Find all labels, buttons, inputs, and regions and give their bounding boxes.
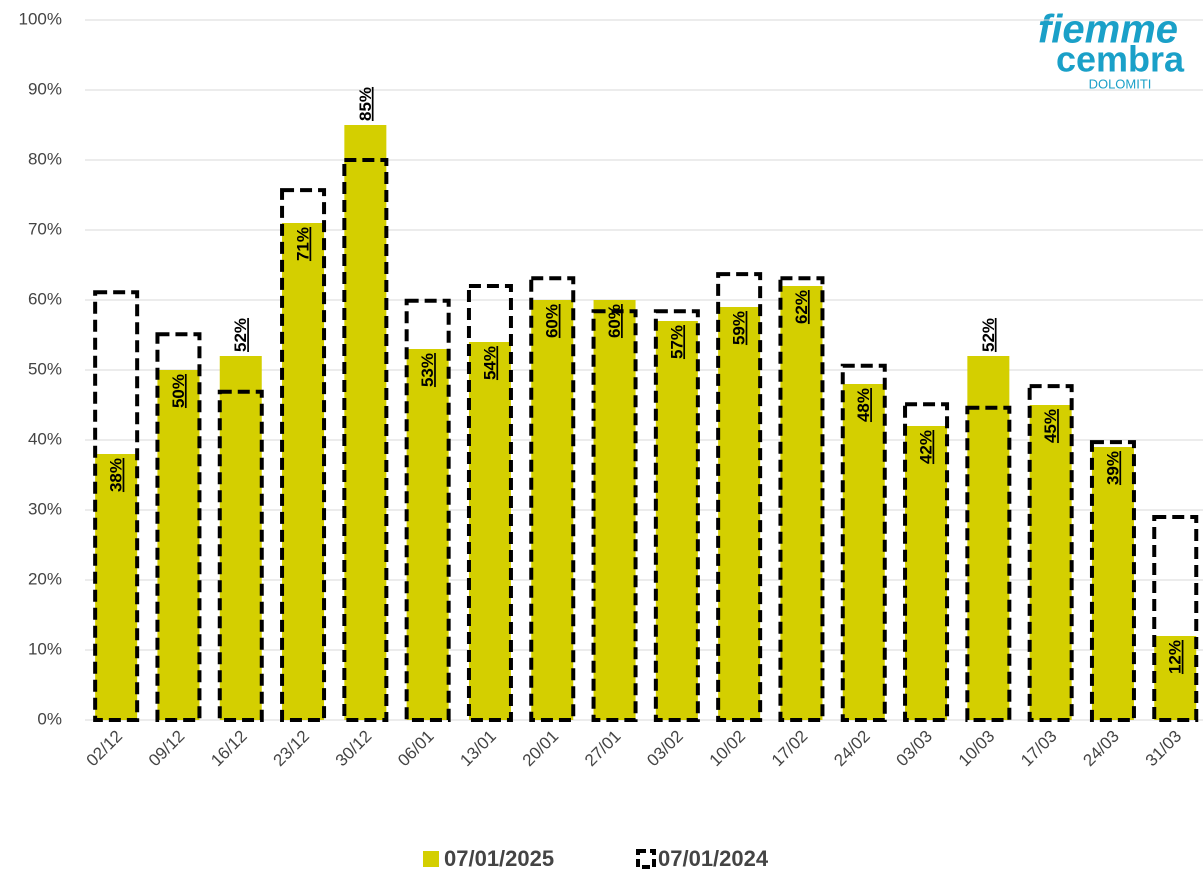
x-tick-label: 20/01 — [519, 727, 563, 771]
x-tick-label: 31/03 — [1142, 727, 1186, 771]
bar — [1154, 636, 1197, 720]
bar-outline — [591, 309, 638, 722]
bar — [655, 321, 698, 720]
bar — [157, 370, 200, 720]
bar — [468, 342, 511, 720]
x-tick-label: 16/12 — [207, 727, 251, 771]
bar-outline — [1027, 384, 1074, 722]
bar-outline — [404, 298, 451, 722]
bar — [842, 384, 885, 720]
x-tick-label: 24/03 — [1079, 727, 1123, 771]
x-tick-label: 09/12 — [145, 727, 189, 771]
x-tick-label: 06/01 — [394, 727, 438, 771]
value-label: 42% — [917, 430, 936, 464]
y-tick-label: 90% — [28, 79, 62, 98]
y-tick-label: 0% — [37, 709, 62, 728]
bar-outline — [778, 276, 825, 722]
bar-outline — [155, 332, 202, 722]
bar-outline — [1089, 440, 1136, 722]
value-label: 57% — [667, 325, 686, 359]
bar-outline — [1152, 515, 1199, 722]
y-tick-label: 80% — [28, 149, 62, 168]
x-tick-label: 03/02 — [643, 727, 687, 771]
bar — [344, 125, 387, 720]
value-label: 12% — [1166, 640, 1185, 674]
legend-label: 07/01/2025 — [444, 846, 554, 871]
x-tick-label: 10/02 — [706, 727, 750, 771]
logo-line3: DOLOMITI — [1089, 76, 1152, 91]
bar — [905, 426, 948, 720]
bar-outline — [716, 272, 763, 722]
bar-outline — [217, 389, 264, 722]
bar-outline — [529, 276, 576, 722]
bar — [718, 307, 761, 720]
bar-outline — [342, 158, 389, 722]
legend-label: 07/01/2024 — [658, 846, 769, 871]
bar — [593, 300, 636, 720]
bar — [780, 286, 823, 720]
legend-swatch — [636, 849, 656, 869]
bar-outline — [280, 188, 327, 723]
y-tick-label: 50% — [28, 359, 62, 378]
x-tick-label: 10/03 — [955, 727, 999, 771]
logo: fiemme cembra DOLOMITI — [1038, 8, 1185, 92]
x-tick-label: 27/01 — [581, 727, 625, 771]
y-tick-label: 40% — [28, 429, 62, 448]
y-tick-label: 20% — [28, 569, 62, 588]
logo-line2: cembra — [1056, 39, 1185, 80]
bar-outline — [903, 402, 950, 722]
bar — [967, 356, 1010, 720]
bar-outline — [466, 284, 513, 722]
bar — [1091, 447, 1134, 720]
value-label: 60% — [605, 304, 624, 338]
value-label: 62% — [792, 290, 811, 324]
value-label: 45% — [1041, 409, 1060, 443]
x-tick-label: 23/12 — [270, 727, 314, 771]
bar-outline — [653, 309, 700, 722]
value-label: 71% — [294, 227, 313, 261]
value-label: 52% — [231, 318, 250, 352]
value-label: 54% — [480, 346, 499, 380]
y-tick-label: 60% — [28, 289, 62, 308]
x-tick-label: 17/02 — [768, 727, 812, 771]
value-label: 59% — [730, 311, 749, 345]
logo-line1: fiemme — [1038, 8, 1178, 52]
y-tick-label: 10% — [28, 639, 62, 658]
y-tick-label: 70% — [28, 219, 62, 238]
value-label: 50% — [169, 374, 188, 408]
value-label: 48% — [854, 388, 873, 422]
value-label: 52% — [979, 318, 998, 352]
value-label: 60% — [543, 304, 562, 338]
x-tick-label: 24/02 — [830, 727, 874, 771]
bar-outline — [840, 363, 887, 722]
x-tick-label: 30/12 — [332, 727, 376, 771]
bar-outline — [965, 405, 1012, 722]
bar — [1029, 405, 1072, 720]
x-tick-label: 17/03 — [1017, 727, 1061, 771]
legend-swatch — [423, 851, 439, 867]
value-label: 85% — [356, 87, 375, 121]
y-tick-label: 30% — [28, 499, 62, 518]
bar-outline — [93, 290, 140, 722]
bar — [95, 454, 138, 720]
value-label: 39% — [1103, 451, 1122, 485]
x-tick-label: 13/01 — [456, 727, 500, 771]
bar — [219, 356, 262, 720]
value-label: 53% — [418, 353, 437, 387]
bar — [406, 349, 449, 720]
bar — [531, 300, 574, 720]
y-tick-label: 100% — [19, 9, 62, 28]
x-tick-label: 03/03 — [893, 727, 937, 771]
x-tick-label: 02/12 — [83, 727, 127, 771]
value-label: 38% — [107, 458, 126, 492]
bar — [282, 223, 325, 720]
